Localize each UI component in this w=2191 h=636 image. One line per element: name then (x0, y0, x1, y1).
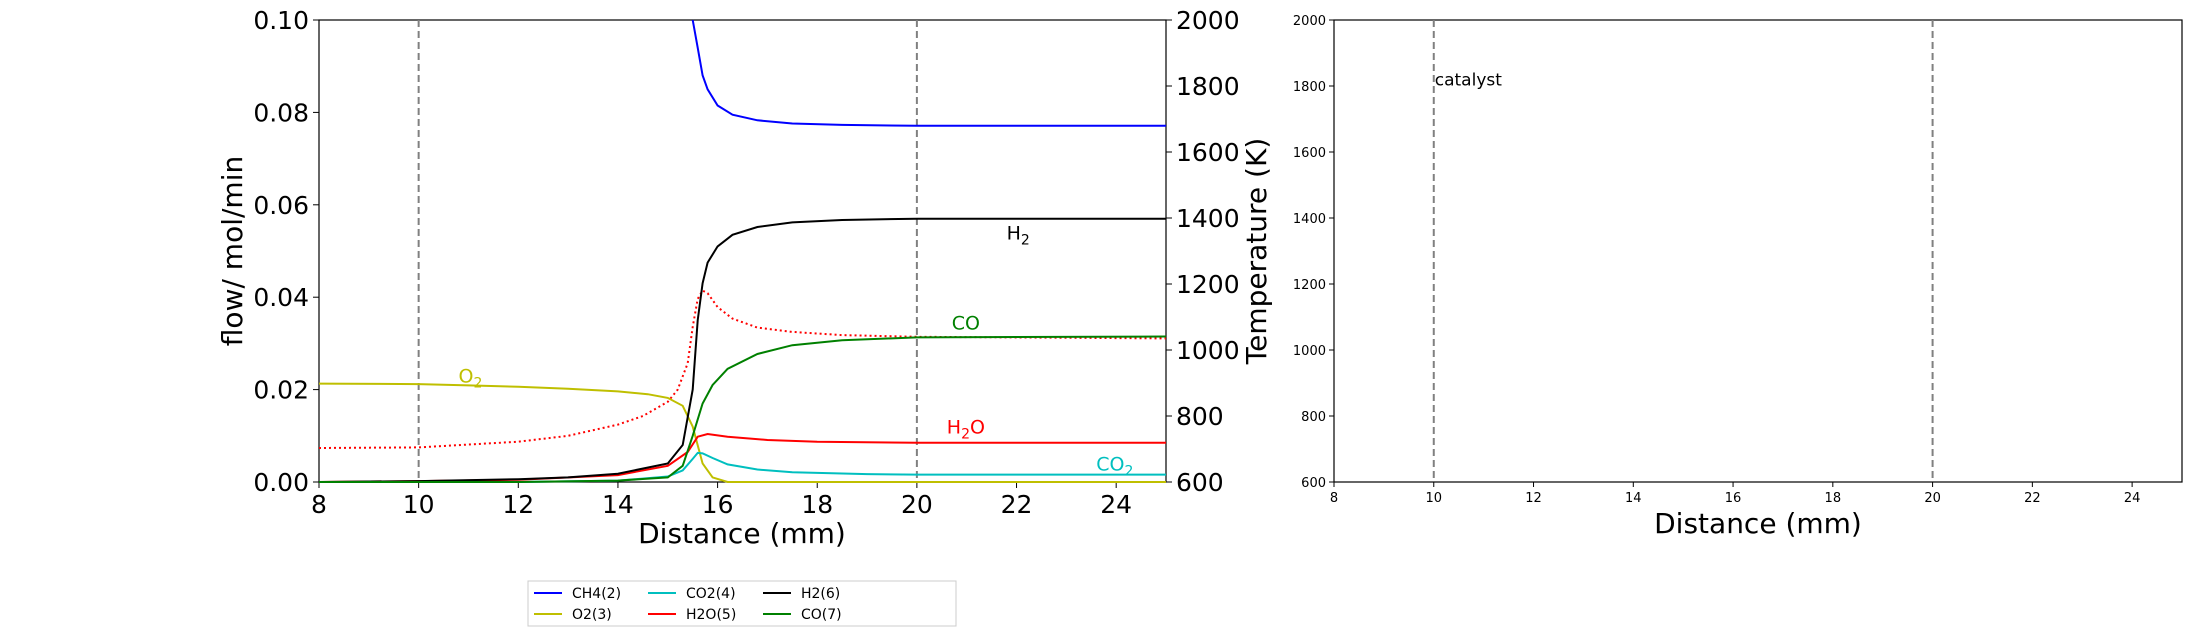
legend-label: CH4(2) (572, 586, 621, 602)
left-series (318, 19, 1167, 483)
left-y-axis-label: flow/ mol/min (216, 156, 249, 346)
right-y-tick-label: 1000 (1293, 344, 1326, 359)
left-y-tick-label: 0.10 (253, 6, 309, 35)
series-line-co7 (319, 335, 1167, 483)
legend-label: CO(7) (801, 607, 842, 623)
right-y-tick-label: 600 (1301, 476, 1326, 491)
left-x-tick-label: 16 (702, 490, 734, 519)
series-line-ch42 (691, 19, 1166, 127)
left-x-axis-label: Distance (mm) (638, 517, 846, 550)
left-y-tick-label: 0.06 (253, 191, 309, 220)
left-y2-tick-label: 800 (1176, 402, 1224, 431)
right-x-tick-label: 24 (2124, 491, 2141, 506)
legend: CH4(2) O2(3) CO2(4) H2O(5) H2(6) CO(7) (527, 580, 957, 627)
left-y-ticks: 0.00 0.02 0.04 0.06 0.08 0.10 (253, 6, 319, 497)
left-x-tick-label: 12 (502, 490, 534, 519)
left-y2-tick-label: 1600 (1176, 138, 1240, 167)
right-x-axis-label: Distance (mm) (1654, 507, 1862, 540)
right-x-tick-label: 16 (1725, 491, 1742, 506)
left-y2-tick-label: 600 (1176, 468, 1224, 497)
left-plot-frame (318, 19, 1167, 483)
right-x-tick-label: 20 (1924, 491, 1941, 506)
legend-entries: CH4(2) O2(3) CO2(4) H2O(5) H2(6) CO(7) (534, 586, 842, 623)
right-x-tick-label: 22 (2024, 491, 2041, 506)
right-plot-frame (1333, 19, 2183, 483)
right-y-tick-label: 1200 (1293, 278, 1326, 293)
right-y-tick-label: 1600 (1293, 146, 1326, 161)
right-panel: 8 10 12 14 16 18 20 22 24 600 800 1000 1200 1400 1600… (1293, 14, 2183, 540)
left-x-tick-label: 8 (311, 490, 327, 519)
legend-label: O2(3) (572, 607, 612, 623)
left-x-tick-label: 24 (1100, 490, 1132, 519)
left-x-tick-label: 10 (403, 490, 435, 519)
series-line-co24 (319, 451, 1166, 483)
left-x-ticks: 8 10 12 14 16 18 20 22 24 (311, 482, 1132, 519)
left-y2-tick-label: 2000 (1176, 6, 1240, 35)
legend-label: H2O(5) (686, 607, 736, 623)
right-x-tick-label: 18 (1825, 491, 1842, 506)
series-line-o23 (318, 382, 1166, 483)
left-x-tick-label: 20 (901, 490, 933, 519)
right-x-tick-label: 10 (1425, 491, 1442, 506)
right-x-tick-label: 12 (1525, 491, 1542, 506)
right-y-ticks: 600 800 1000 1200 1400 1600 1800 2000 (1293, 14, 1334, 491)
right-y-tick-label: 1800 (1293, 80, 1326, 95)
species-annotation: O2 (459, 366, 483, 392)
left-y-tick-label: 0.08 (253, 98, 309, 127)
left-vlines (417, 20, 918, 482)
catalyst-annotation: catalyst (1435, 70, 1502, 90)
right-vlines (1432, 20, 1934, 482)
species-annotation: CO (952, 313, 980, 335)
temperature-line (318, 289, 1167, 449)
left-y-tick-label: 0.00 (253, 468, 309, 497)
left-panel: 8 10 12 14 16 18 20 22 24 0.000.020.040.060.080.… (216, 6, 1273, 550)
left-y2-tick-label: 1800 (1176, 72, 1240, 101)
species-annotation: H2O (947, 416, 985, 442)
left-y2-ticks: 600 800 1000 1200 1400 1600 1800 2000 (1166, 6, 1240, 497)
species-annotation: H2 (1007, 222, 1030, 248)
left-y2-axis-label: Temperature (K) (1240, 138, 1273, 365)
legend-label: CO2(4) (686, 586, 736, 602)
left-y2-tick-label: 1400 (1176, 204, 1240, 233)
left-x-tick-label: 22 (1001, 490, 1033, 519)
left-y-tick-label: 0.02 (253, 376, 309, 405)
legend-label: H2(6) (801, 586, 840, 602)
left-y-tick-label: 0.04 (253, 283, 309, 312)
left-y2-tick-label: 1200 (1176, 270, 1240, 299)
right-x-tick-label: 14 (1625, 491, 1642, 506)
right-y-tick-label: 1400 (1293, 212, 1326, 227)
right-x-tick-label: 8 (1330, 491, 1338, 506)
series-line-h26 (318, 217, 1166, 483)
left-y2-tick-label: 1000 (1176, 336, 1240, 365)
left-annotations: O2 CO H2 H2O CO2 (459, 222, 1134, 479)
legend-frame (527, 580, 957, 627)
species-annotation: CO2 (1096, 453, 1133, 479)
right-x-ticks: 8 10 12 14 16 18 20 22 24 (1330, 482, 2141, 506)
left-x-tick-label: 18 (801, 490, 833, 519)
left-x-tick-label: 14 (602, 490, 634, 519)
right-y-tick-label: 800 (1301, 410, 1326, 425)
right-y-tick-label: 2000 (1293, 14, 1326, 29)
